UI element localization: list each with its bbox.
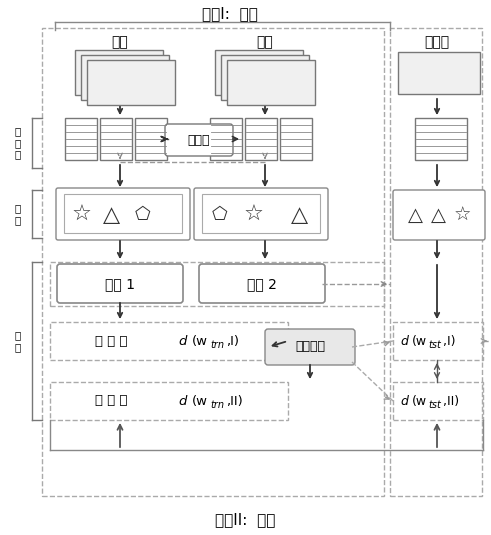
Text: (w: (w <box>192 334 208 348</box>
Text: 女性: 女性 <box>111 35 128 49</box>
Bar <box>135 118 167 160</box>
Text: 决 策 值: 决 策 值 <box>95 394 136 408</box>
Text: (w: (w <box>192 394 208 408</box>
Text: trn: trn <box>210 340 224 350</box>
Text: 模态II:  人脸: 模态II: 人脸 <box>215 513 275 528</box>
Text: (w: (w <box>412 394 427 408</box>
Bar <box>100 118 132 160</box>
Bar <box>210 118 242 160</box>
Text: tst: tst <box>428 400 441 410</box>
Bar <box>280 118 312 160</box>
Text: $d$: $d$ <box>178 334 189 348</box>
Text: 融合模型: 融合模型 <box>295 340 325 354</box>
Bar <box>221 55 309 100</box>
Text: △: △ <box>408 205 422 225</box>
Bar <box>64 194 182 233</box>
Text: 茵
概: 茵 概 <box>15 330 21 352</box>
FancyBboxPatch shape <box>194 188 328 240</box>
Text: ☆: ☆ <box>72 205 92 225</box>
FancyBboxPatch shape <box>265 329 355 365</box>
Bar <box>87 60 175 105</box>
Bar <box>75 50 163 95</box>
Bar <box>50 262 384 306</box>
Text: ,II): ,II) <box>226 394 243 408</box>
Text: 男性: 男性 <box>257 35 273 49</box>
Bar <box>65 118 97 160</box>
FancyBboxPatch shape <box>56 188 190 240</box>
Text: ☆: ☆ <box>453 205 471 225</box>
Text: △: △ <box>104 205 121 225</box>
Bar <box>50 382 288 420</box>
Text: 模态I:  指纹: 模态I: 指纹 <box>202 6 258 21</box>
Text: $d$: $d$ <box>400 334 410 348</box>
Text: ⬠: ⬠ <box>135 206 151 224</box>
Bar <box>415 118 467 160</box>
Text: $d$: $d$ <box>178 394 189 408</box>
Text: 阻
测
起: 阻 测 起 <box>15 126 21 159</box>
Text: 反
补: 反 补 <box>15 203 21 225</box>
Bar <box>393 322 483 360</box>
Bar <box>227 60 315 105</box>
Text: ☆: ☆ <box>244 205 264 225</box>
Bar <box>393 382 483 420</box>
Text: 测试图: 测试图 <box>424 35 450 49</box>
FancyBboxPatch shape <box>165 124 233 156</box>
Bar <box>50 322 288 360</box>
Text: △: △ <box>292 205 308 225</box>
Bar <box>245 118 277 160</box>
Text: ,II): ,II) <box>443 394 459 408</box>
Text: 编码本: 编码本 <box>188 134 210 147</box>
Bar <box>202 194 320 233</box>
Bar <box>42 28 384 496</box>
FancyBboxPatch shape <box>393 190 485 240</box>
Text: tst: tst <box>428 340 441 350</box>
FancyBboxPatch shape <box>57 264 183 303</box>
Text: ⬠: ⬠ <box>212 206 228 224</box>
Bar <box>215 50 303 95</box>
Bar <box>398 52 480 94</box>
Text: trn: trn <box>210 400 224 410</box>
FancyBboxPatch shape <box>199 264 325 303</box>
Text: ,I): ,I) <box>226 334 239 348</box>
Text: 模型 1: 模型 1 <box>105 277 135 291</box>
Text: 决 策 值: 决 策 值 <box>95 334 136 348</box>
Text: $d$: $d$ <box>400 394 410 408</box>
Text: (w: (w <box>412 334 427 348</box>
Text: ,I): ,I) <box>443 334 456 348</box>
Bar <box>390 28 482 496</box>
Bar <box>81 55 169 100</box>
Text: 模型 2: 模型 2 <box>247 277 277 291</box>
Text: △: △ <box>431 205 445 225</box>
